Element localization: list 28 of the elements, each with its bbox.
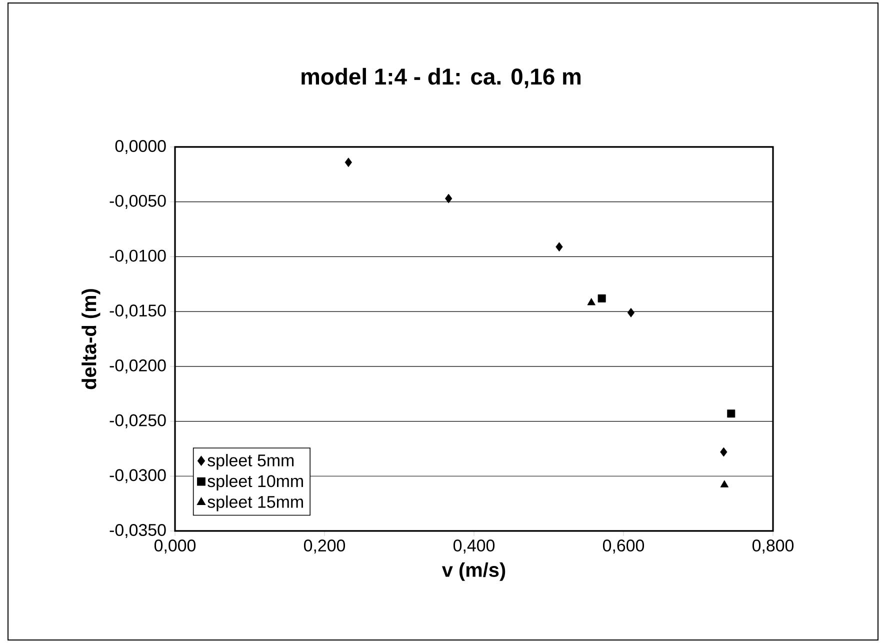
legend-label: spleet 15mm (208, 495, 303, 512)
x-tick-label: 0,000 (154, 540, 196, 554)
x-tick-label: 0,200 (304, 540, 346, 554)
legend-label: spleet 5mm (208, 454, 294, 470)
y-tick-label: -0,0250 (110, 414, 166, 428)
y-tick-label: -0,0300 (110, 469, 166, 484)
y-tick-label: -0,0150 (110, 304, 166, 319)
point (445, 194, 452, 204)
y-tick-label: -0,0200 (110, 359, 166, 374)
y-tick-label: -0,0100 (110, 250, 166, 264)
point (587, 298, 596, 306)
x-tick-label: 0,800 (752, 540, 794, 554)
y-tick-label: -0,0350 (110, 524, 166, 538)
x-axis-title: v (m/s) (442, 562, 506, 581)
point (727, 410, 736, 418)
chart-title: model 1:4 - d1: ca. 0,16 m (302, 68, 580, 88)
point (720, 447, 728, 457)
point (556, 242, 563, 252)
x-tick-label: 0,400 (453, 540, 495, 554)
point (627, 308, 635, 318)
y-axis-title: delta-d (m) (82, 289, 100, 390)
y-tick-label: -0,0050 (110, 194, 166, 209)
point (598, 294, 606, 302)
x-tick-label: 0,600 (602, 540, 644, 554)
y-tick-label: 0,0000 (115, 140, 166, 154)
legend-label: spleet 10mm (208, 474, 303, 491)
point (720, 480, 729, 488)
point (344, 158, 352, 168)
